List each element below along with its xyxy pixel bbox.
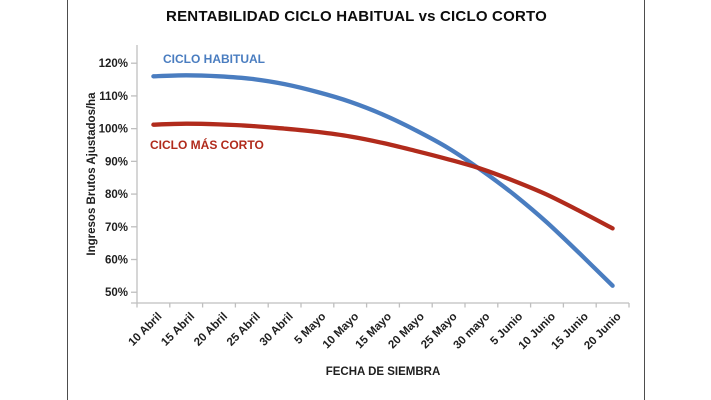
series-line-0 bbox=[151, 73, 615, 288]
x-tick-label: 30 Abril bbox=[258, 311, 296, 349]
y-tick-label: 60% bbox=[105, 255, 128, 267]
x-tick-label: 20 Abril bbox=[192, 311, 230, 349]
series-line-1 bbox=[151, 121, 615, 231]
y-tick-label: 90% bbox=[105, 156, 128, 168]
x-tick-label: 25 Abril bbox=[225, 311, 263, 349]
svg-text:15 Abril: 15 Abril bbox=[159, 311, 197, 349]
svg-text:20 Abril: 20 Abril bbox=[192, 311, 230, 349]
y-tick-label: 80% bbox=[105, 189, 128, 201]
axes bbox=[131, 45, 630, 308]
svg-text:30 Abril: 30 Abril bbox=[258, 311, 296, 349]
series-label-ciclo-habitual: CICLO HABITUAL bbox=[163, 52, 265, 66]
x-tick-label: 15 Abril bbox=[159, 311, 197, 349]
x-tick-label: 10 Abril bbox=[127, 311, 165, 349]
y-tick-label: 110% bbox=[99, 91, 128, 103]
x-tick-label: 30 mayo bbox=[451, 311, 492, 352]
y-tick-labels: 120% 110% 100% 90% 80% 70% 60% 50% bbox=[99, 58, 128, 299]
svg-text:10 Abril: 10 Abril bbox=[127, 311, 165, 349]
y-tick-label: 100% bbox=[99, 124, 128, 136]
y-tick-label: 120% bbox=[99, 58, 128, 70]
slide-border-right bbox=[644, 0, 645, 400]
x-axis-title: FECHA DE SIEMBRA bbox=[325, 366, 441, 378]
slide-border-left bbox=[67, 0, 68, 400]
y-tick-label: 70% bbox=[105, 222, 128, 234]
svg-text:25 Abril: 25 Abril bbox=[225, 311, 263, 349]
series-label-ciclo-mas-corto: CICLO MÁS CORTO bbox=[150, 138, 264, 152]
svg-text:30 mayo: 30 mayo bbox=[451, 311, 492, 352]
y-tick-label: 50% bbox=[105, 287, 128, 299]
chart-title: RENTABILIDAD CICLO HABITUAL vs CICLO COR… bbox=[166, 8, 547, 25]
